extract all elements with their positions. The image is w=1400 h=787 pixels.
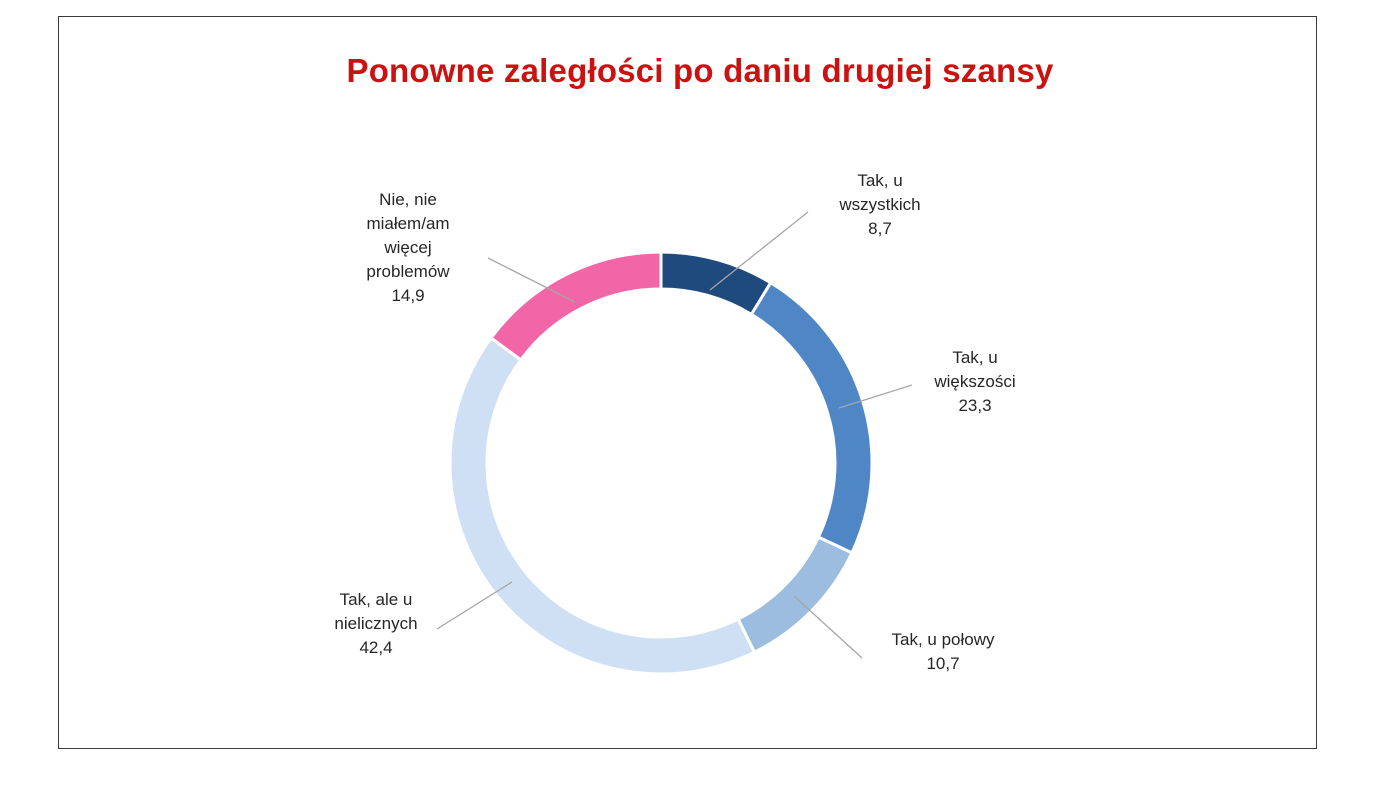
chart-title: Ponowne zaległości po daniu drugiej szan… bbox=[346, 52, 1054, 89]
donut-slice-2 bbox=[749, 280, 874, 555]
donut-slice-3 bbox=[736, 535, 854, 655]
data-label-value: 14,9 bbox=[391, 286, 424, 305]
data-label-text: większości bbox=[933, 372, 1015, 391]
data-label-text: więcej bbox=[383, 238, 431, 257]
data-label-text: Tak, u połowy bbox=[892, 630, 995, 649]
data-label-5: Nie, nie miałem/am więcej problemów 14,9 bbox=[366, 190, 450, 305]
data-label-text: miałem/am bbox=[366, 214, 449, 233]
data-label-text: Tak, ale u bbox=[340, 590, 413, 609]
donut-slices bbox=[448, 250, 874, 676]
data-label-3: Tak, u połowy 10,7 bbox=[892, 630, 995, 673]
donut-slice-4 bbox=[448, 335, 757, 676]
data-label-2: Tak, u większości 23,3 bbox=[933, 348, 1015, 415]
leader-line-4 bbox=[436, 581, 513, 630]
leader-line-5 bbox=[487, 257, 576, 303]
leader-line-3 bbox=[793, 595, 863, 659]
data-label-1: Tak, u wszystkich 8,7 bbox=[838, 171, 920, 238]
data-label-value: 10,7 bbox=[926, 654, 959, 673]
data-label-value: 42,4 bbox=[359, 638, 392, 657]
data-label-value: 8,7 bbox=[868, 219, 892, 238]
data-label-text: Tak, u bbox=[857, 171, 902, 190]
data-label-value: 23,3 bbox=[958, 396, 991, 415]
data-label-text: problemów bbox=[366, 262, 450, 281]
donut-slice-5 bbox=[488, 250, 663, 362]
data-label-text: Tak, u bbox=[952, 348, 997, 367]
chart-frame bbox=[58, 16, 1317, 749]
data-label-4: Tak, ale u nielicznych 42,4 bbox=[334, 590, 417, 657]
leader-line-1 bbox=[709, 211, 809, 291]
leader-line-2 bbox=[838, 384, 913, 409]
data-label-text: Nie, nie bbox=[379, 190, 437, 209]
data-label-text: wszystkich bbox=[838, 195, 920, 214]
data-label-text: nielicznych bbox=[334, 614, 417, 633]
leader-lines bbox=[436, 211, 913, 659]
donut-slice-1 bbox=[659, 250, 773, 317]
